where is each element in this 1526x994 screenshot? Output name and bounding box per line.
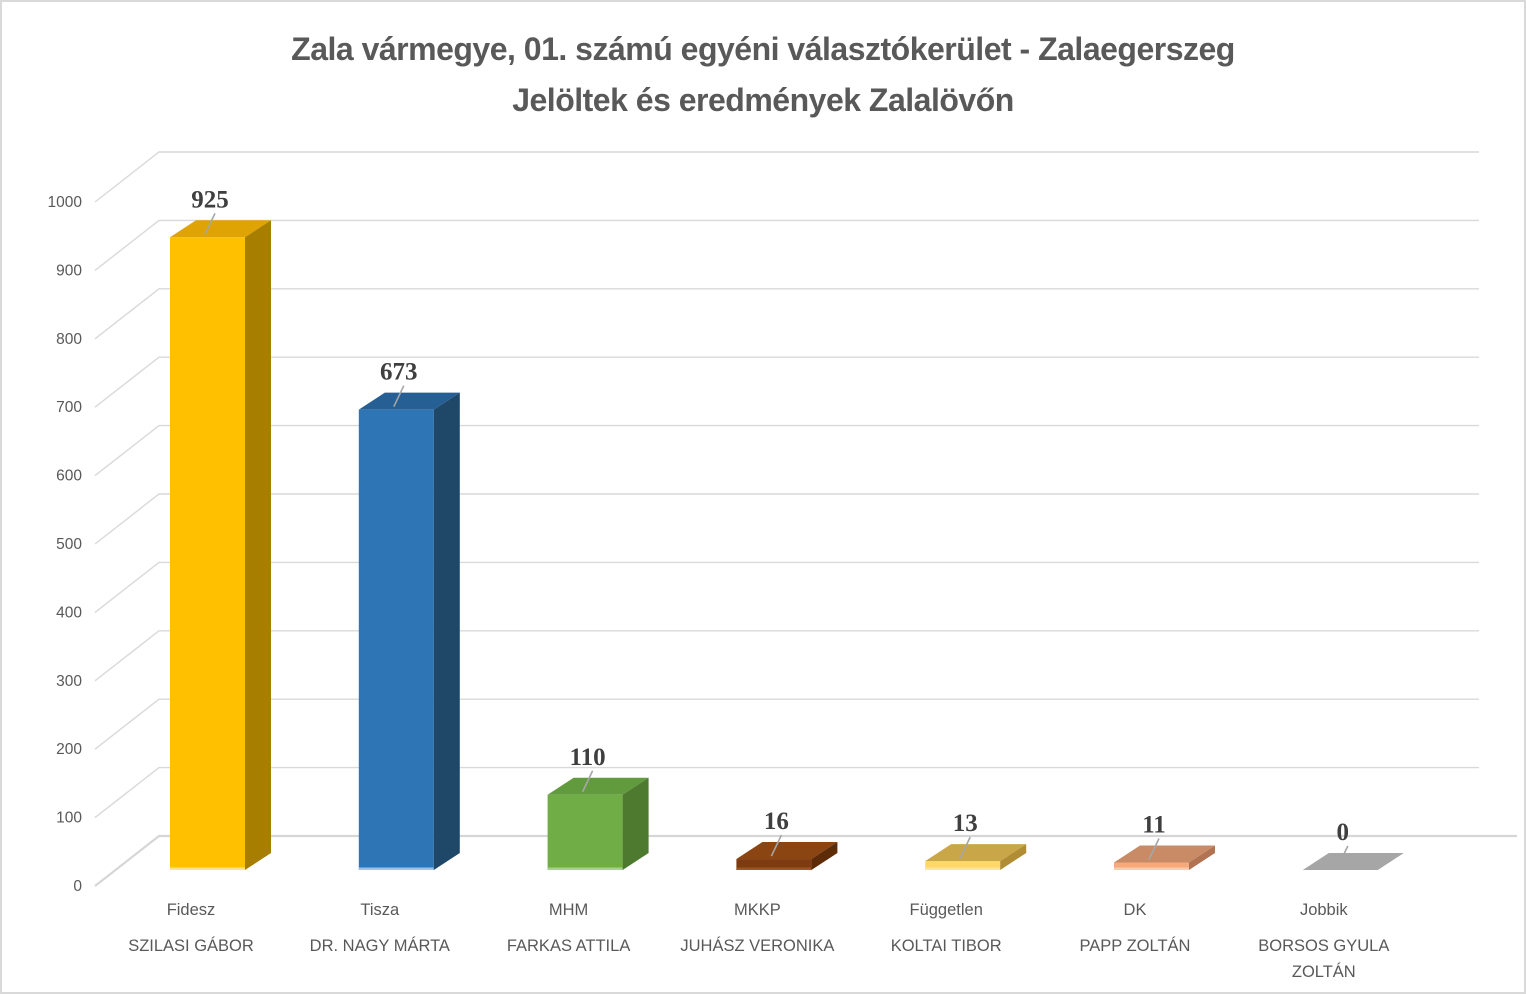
bar-side-face bbox=[1189, 845, 1215, 870]
bar-top-face bbox=[1114, 845, 1215, 863]
bar-bottom-bevel bbox=[170, 867, 245, 870]
chart-title-block: Zala vármegye, 01. számú egyéni választó… bbox=[2, 24, 1524, 126]
value-label: 16 bbox=[764, 808, 789, 835]
bar-front-face bbox=[1114, 862, 1189, 870]
gridlines bbox=[94, 151, 1517, 887]
category-party-label: Jobbik bbox=[1300, 901, 1348, 919]
chart-subtitle: Jelöltek és eredmények Zalalövőn bbox=[512, 82, 1014, 118]
y-tick-label: 600 bbox=[56, 468, 82, 485]
value-label: 110 bbox=[570, 744, 606, 771]
category-candidate-label: FARKAS ATTILA bbox=[507, 937, 630, 955]
category-party-label: DK bbox=[1124, 901, 1147, 919]
gridline bbox=[94, 219, 1479, 271]
gridline bbox=[94, 493, 1479, 545]
bar-független bbox=[925, 844, 1027, 870]
gridline bbox=[94, 151, 1479, 203]
y-tick-label: 500 bbox=[56, 536, 82, 553]
bar-fidesz bbox=[170, 220, 271, 871]
bar-bottom-bevel bbox=[358, 867, 434, 870]
bars bbox=[170, 220, 1404, 871]
category-candidate-label: ZOLTÁN bbox=[1292, 962, 1356, 981]
y-tick-label: 400 bbox=[56, 604, 82, 621]
bar-side-face bbox=[433, 392, 460, 870]
bar-top-face bbox=[358, 392, 460, 410]
y-tick-label: 0 bbox=[73, 878, 82, 895]
y-tick-label: 800 bbox=[56, 331, 82, 348]
gridline bbox=[94, 356, 1479, 408]
bar-bottom-bevel bbox=[1114, 867, 1189, 870]
category-candidate-label: KOLTAI TIBOR bbox=[891, 937, 1002, 955]
value-leader-line bbox=[770, 834, 783, 857]
bar-top-face bbox=[736, 842, 838, 860]
bar-front-face bbox=[736, 859, 812, 870]
value-leader-line bbox=[581, 770, 594, 793]
value-labels bbox=[204, 212, 1349, 868]
bar-bottom-bevel bbox=[547, 867, 623, 870]
bar-side-face bbox=[245, 220, 271, 871]
floor-gridline bbox=[94, 834, 1517, 887]
y-tick-label: 900 bbox=[56, 262, 82, 279]
gridline bbox=[94, 698, 1479, 750]
bar-mhm bbox=[547, 777, 649, 870]
value-label: 925 bbox=[191, 186, 229, 213]
y-tick-label: 100 bbox=[56, 810, 82, 827]
bar-front-face bbox=[170, 237, 245, 871]
bar-side-face bbox=[622, 777, 649, 870]
bar-top-face bbox=[925, 844, 1027, 862]
value-label: 11 bbox=[1142, 811, 1166, 838]
gridline bbox=[94, 630, 1479, 682]
value-label: 13 bbox=[953, 810, 978, 837]
bar-front-face bbox=[925, 861, 1001, 870]
bar-side-face bbox=[1000, 844, 1027, 870]
bar-side-face bbox=[811, 842, 838, 870]
bar-front-face bbox=[358, 409, 434, 870]
value-label: 0 bbox=[1337, 819, 1350, 846]
y-tick-label: 300 bbox=[56, 673, 82, 690]
value-leader-line bbox=[959, 836, 971, 859]
category-party-label: MKKP bbox=[734, 901, 781, 919]
gridline bbox=[94, 424, 1479, 477]
category-candidate-label: DR. NAGY MÁRTA bbox=[310, 936, 450, 955]
bar-top-face bbox=[547, 777, 649, 795]
bar-bottom-bevel bbox=[925, 867, 1001, 870]
gridline bbox=[94, 288, 1479, 340]
bar-jobbik bbox=[1302, 853, 1404, 870]
value-leader-line bbox=[1337, 845, 1349, 868]
bar-bottom-bevel bbox=[736, 867, 812, 870]
y-tick-label: 1000 bbox=[48, 194, 83, 211]
category-candidate-label: SZILASI GÁBOR bbox=[128, 936, 254, 955]
category-candidate-label: BORSOS GYULA bbox=[1258, 937, 1389, 955]
bar-mkkp bbox=[736, 842, 838, 870]
gridline bbox=[94, 561, 1479, 613]
bar-zero-face bbox=[1302, 853, 1404, 870]
y-tick-label: 200 bbox=[56, 741, 82, 758]
category-party-label: Független bbox=[910, 901, 983, 919]
bar-top-face bbox=[170, 220, 271, 238]
category-candidate-label: JUHÁSZ VERONIKA bbox=[680, 936, 834, 955]
category-candidate-label: PAPP ZOLTÁN bbox=[1080, 936, 1191, 955]
category-party-label: Fidesz bbox=[167, 901, 216, 919]
chart-title: Zala vármegye, 01. számú egyéni választó… bbox=[291, 31, 1235, 67]
gridline bbox=[94, 766, 1479, 819]
value-leader-line bbox=[1148, 838, 1160, 860]
category-party-label: MHM bbox=[549, 901, 588, 919]
category-party-label: Tisza bbox=[360, 901, 400, 919]
value-leader-line bbox=[204, 212, 216, 235]
value-label: 673 bbox=[380, 359, 418, 386]
bar-dk bbox=[1114, 845, 1215, 870]
bar-front-face bbox=[547, 794, 623, 870]
value-leader-line bbox=[393, 385, 405, 408]
bar-tisza bbox=[358, 392, 460, 870]
y-tick-label: 700 bbox=[56, 399, 82, 416]
